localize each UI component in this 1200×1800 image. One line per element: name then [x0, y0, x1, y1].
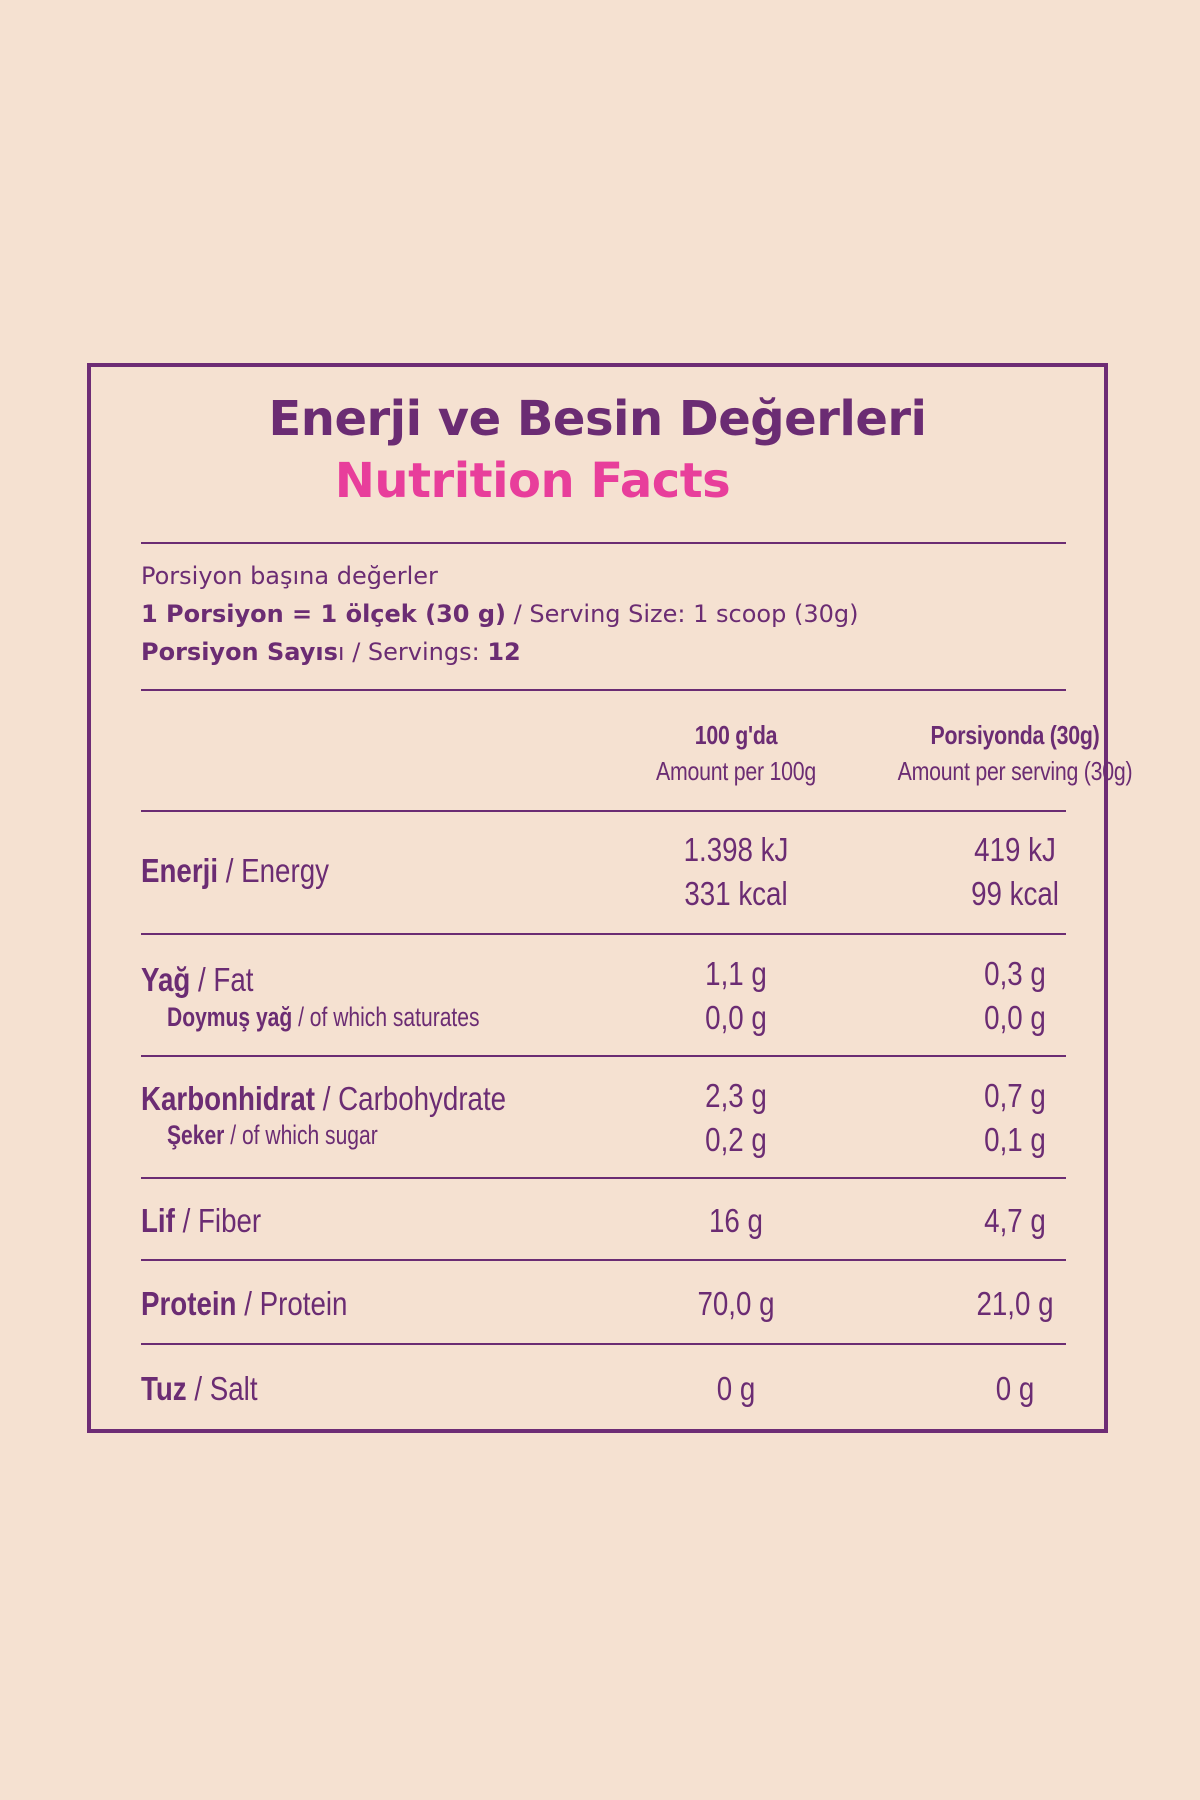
- protein-per100: 70,0 g: [697, 1285, 775, 1322]
- energy-label: Enerji / Energy: [141, 852, 329, 889]
- divider: [141, 689, 1066, 691]
- sugar-serving: 0,1 g: [984, 1121, 1046, 1158]
- serving-size: 1 Porsiyon = 1 ölçek (30 g) / Serving Si…: [141, 602, 858, 626]
- energy-per100-kj: 1.398 kJ: [683, 831, 789, 868]
- sugar-per100: 0,2 g: [705, 1121, 767, 1158]
- servings-count: Porsiyon Sayısı / Servings: 12: [141, 638, 521, 666]
- serving-size-tr: 1 Porsiyon = 1 ölçek (30 g): [141, 600, 506, 628]
- column-header-per-serving: Porsiyonda (30g) Amount per serving (30g…: [897, 720, 1133, 786]
- sugar-label: Şeker / of which sugar: [167, 1120, 378, 1150]
- per-portion-label: Porsiyon başına değerler: [141, 562, 438, 590]
- servings-label-tr: Porsiyon Sayıs: [141, 638, 338, 666]
- servings-label-en: / Servings:: [344, 638, 488, 666]
- energy-per100-kcal: 331 kcal: [684, 875, 788, 912]
- salt-per100: 0 g: [716, 1370, 756, 1407]
- divider: [141, 542, 1066, 544]
- energy-serving-kj: 419 kJ: [974, 831, 1056, 868]
- saturates-serving: 0,0 g: [984, 999, 1046, 1036]
- servings-value: 12: [487, 638, 521, 666]
- carbohydrate-per100: 2,3 g: [705, 1077, 767, 1114]
- divider: [141, 933, 1066, 935]
- serving-size-en: / Serving Size: 1 scoop (30g): [505, 600, 859, 628]
- energy-serving-kcal: 99 kcal: [971, 875, 1059, 912]
- fat-per100: 1,1 g: [705, 955, 767, 992]
- saturates-label: Doymuş yağ / of which saturates: [167, 1002, 480, 1032]
- salt-serving: 0 g: [995, 1370, 1035, 1407]
- divider: [141, 810, 1066, 812]
- divider: [141, 1055, 1066, 1057]
- divider: [141, 1177, 1066, 1179]
- fiber-per100: 16 g: [709, 1202, 763, 1239]
- fiber-label: Lif / Fiber: [141, 1202, 262, 1239]
- carbohydrate-label: Karbonhidrat / Carbohydrate: [141, 1080, 507, 1117]
- salt-label: Tuz / Salt: [141, 1370, 258, 1407]
- divider: [141, 1259, 1066, 1261]
- nutrition-panel: Enerji ve Besin Değerleri Nutrition Fact…: [87, 363, 1133, 1433]
- column-header-per100g: 100 g'da Amount per 100g: [656, 720, 816, 786]
- saturates-per100: 0,0 g: [705, 999, 767, 1036]
- fat-label: Yağ / Fat: [141, 961, 254, 998]
- title-english: Nutrition Facts: [334, 453, 731, 509]
- carbohydrate-serving: 0,7 g: [984, 1077, 1046, 1114]
- title-turkish: Enerji ve Besin Değerleri: [268, 391, 927, 447]
- protein-serving: 21,0 g: [976, 1285, 1054, 1322]
- fat-serving: 0,3 g: [984, 955, 1046, 992]
- protein-label: Protein / Protein: [141, 1285, 348, 1322]
- fiber-serving: 4,7 g: [984, 1202, 1046, 1239]
- divider: [141, 1343, 1066, 1345]
